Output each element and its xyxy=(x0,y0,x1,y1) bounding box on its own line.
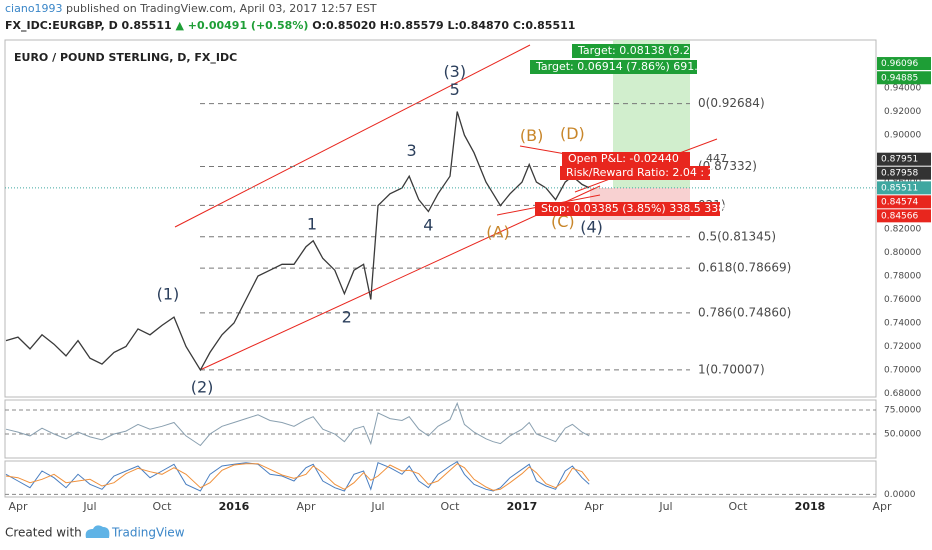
rsi-panel xyxy=(4,399,877,459)
x-tick-label: Oct xyxy=(728,500,748,513)
symbol: FX_IDC:EURGBP, D xyxy=(5,19,118,32)
channel-lower xyxy=(199,185,601,371)
wave-label: (4) xyxy=(580,217,603,236)
symbol-line: FX_IDC:EURGBP, D 0.85511 ▲ +0.00491 (+0.… xyxy=(5,19,575,32)
risk-reward: Risk/Reward Ratio: 2.04 : 2.4 xyxy=(566,166,725,179)
price-tag-label: 0.96096 xyxy=(881,59,918,69)
x-tick-label: Jul xyxy=(370,500,384,513)
price-tag-label: 0.84566 xyxy=(881,211,918,221)
price-tag-label: 0.85511 xyxy=(881,183,918,193)
x-tick-label: Jul xyxy=(82,500,96,513)
header-line: ciano1993 published on TradingView.com, … xyxy=(5,2,377,15)
target-label: Target: 0.06914 (7.86%) 691.4 xyxy=(535,60,705,73)
y-tick-label: 0.78000 xyxy=(884,272,921,282)
close: C:0.85511 xyxy=(513,19,576,32)
wave-label: (C) xyxy=(551,212,575,231)
series-line xyxy=(5,111,590,372)
wave-label: (3) xyxy=(443,62,466,81)
y-tick-label: 0.82000 xyxy=(884,225,921,235)
x-tick-label: Apr xyxy=(296,500,316,513)
wave-label: (A) xyxy=(486,222,509,241)
y-tick-label: 0.74000 xyxy=(884,319,921,329)
change: ▲ +0.00491 (+0.58%) xyxy=(176,19,309,32)
y-tick-label: 0.92000 xyxy=(884,107,921,117)
open-pl: Open P&L: -0.02440 xyxy=(568,152,679,165)
target-box xyxy=(572,44,690,58)
y-tick-label: 0.0000 xyxy=(884,490,916,500)
target-box xyxy=(530,60,697,74)
wave-label: (2) xyxy=(191,377,214,396)
stop-box xyxy=(535,202,720,216)
x-tick-label: 2018 xyxy=(795,500,826,513)
wave-label: (B) xyxy=(520,126,543,145)
x-tick-label: Jul xyxy=(658,500,672,513)
wave-label: 1 xyxy=(307,214,317,233)
price-tag xyxy=(877,71,931,85)
x-tick-label: Oct xyxy=(440,500,460,513)
low: L:0.84870 xyxy=(447,19,509,32)
fib-label: (0.87332) xyxy=(698,159,757,173)
price-tag-label: 0.87951 xyxy=(881,155,918,165)
main-panel xyxy=(4,39,877,398)
fib-label: 1(0.70007) xyxy=(698,362,765,376)
pl-box xyxy=(562,152,690,166)
price-tag xyxy=(877,166,931,180)
last: 0.85511 xyxy=(122,19,172,32)
wave-label: (1) xyxy=(157,284,180,303)
published: published on TradingView.com, April 03, … xyxy=(66,2,377,15)
price-tag xyxy=(877,195,931,209)
fib-label: 0.786(0.74860) xyxy=(698,305,791,319)
fib-label: 0(0.92684) xyxy=(698,96,765,110)
target-label: Target: 0.08138 (9.25%) 813.8 xyxy=(577,44,747,57)
fib-label: 0.5(0.81345) xyxy=(698,229,776,243)
rr-box xyxy=(560,166,710,180)
y-tick-label: 0.80000 xyxy=(884,248,921,258)
x-tick-label: Apr xyxy=(584,500,604,513)
price-tag xyxy=(877,181,931,195)
y-tick-label: 0.90000 xyxy=(884,131,921,141)
series-line xyxy=(5,461,590,492)
price-tag xyxy=(877,209,931,223)
y-tick-label: 75.0000 xyxy=(884,405,921,415)
y-tick-label: 50.0000 xyxy=(884,429,921,439)
y-tick-label: 0.76000 xyxy=(884,295,921,305)
wave-label: 3 xyxy=(406,141,416,160)
open: O:0.85020 xyxy=(312,19,376,32)
stop-label: Stop: 0.03385 (3.85%) 338.5 338.4 xyxy=(541,202,736,215)
price-tag-label: 0.84574 xyxy=(881,197,918,207)
wave-label: 2 xyxy=(342,307,352,326)
series-line xyxy=(5,463,590,491)
price-tag xyxy=(877,57,931,71)
price-tag-label: 0.87958 xyxy=(881,169,918,179)
footer-brand[interactable]: TradingView xyxy=(111,526,185,540)
x-tick-label: 2016 xyxy=(219,500,250,513)
fib-label: 0.618(0.78669) xyxy=(698,261,791,275)
author[interactable]: ciano1993 xyxy=(5,2,63,15)
series-line xyxy=(5,401,590,447)
x-tick-label: Apr xyxy=(872,500,892,513)
logo xyxy=(85,525,110,538)
channel-upper xyxy=(174,44,531,228)
y-tick-label: 0.70000 xyxy=(884,365,921,375)
high: H:0.85579 xyxy=(380,19,444,32)
x-tick-label: 2017 xyxy=(507,500,538,513)
y-tick-label: 0.94000 xyxy=(884,84,921,94)
price-tag xyxy=(877,152,931,166)
open-pl-tail: 447 xyxy=(706,152,727,165)
y-tick-label: 0.68000 xyxy=(884,389,921,399)
wave-label: (D) xyxy=(560,124,585,143)
price-tag-label: 0.94885 xyxy=(881,73,918,83)
wave-label: 5 xyxy=(450,80,460,99)
stoch-panel xyxy=(4,460,877,498)
y-tick-label: 0.72000 xyxy=(884,342,921,352)
chart-title: EURO / POUND STERLING, D, FX_IDC xyxy=(14,51,237,64)
x-tick-label: Apr xyxy=(8,500,28,513)
x-tick-label: Oct xyxy=(152,500,172,513)
wave-label: 4 xyxy=(423,215,433,234)
footer-created: Created with xyxy=(5,526,82,540)
